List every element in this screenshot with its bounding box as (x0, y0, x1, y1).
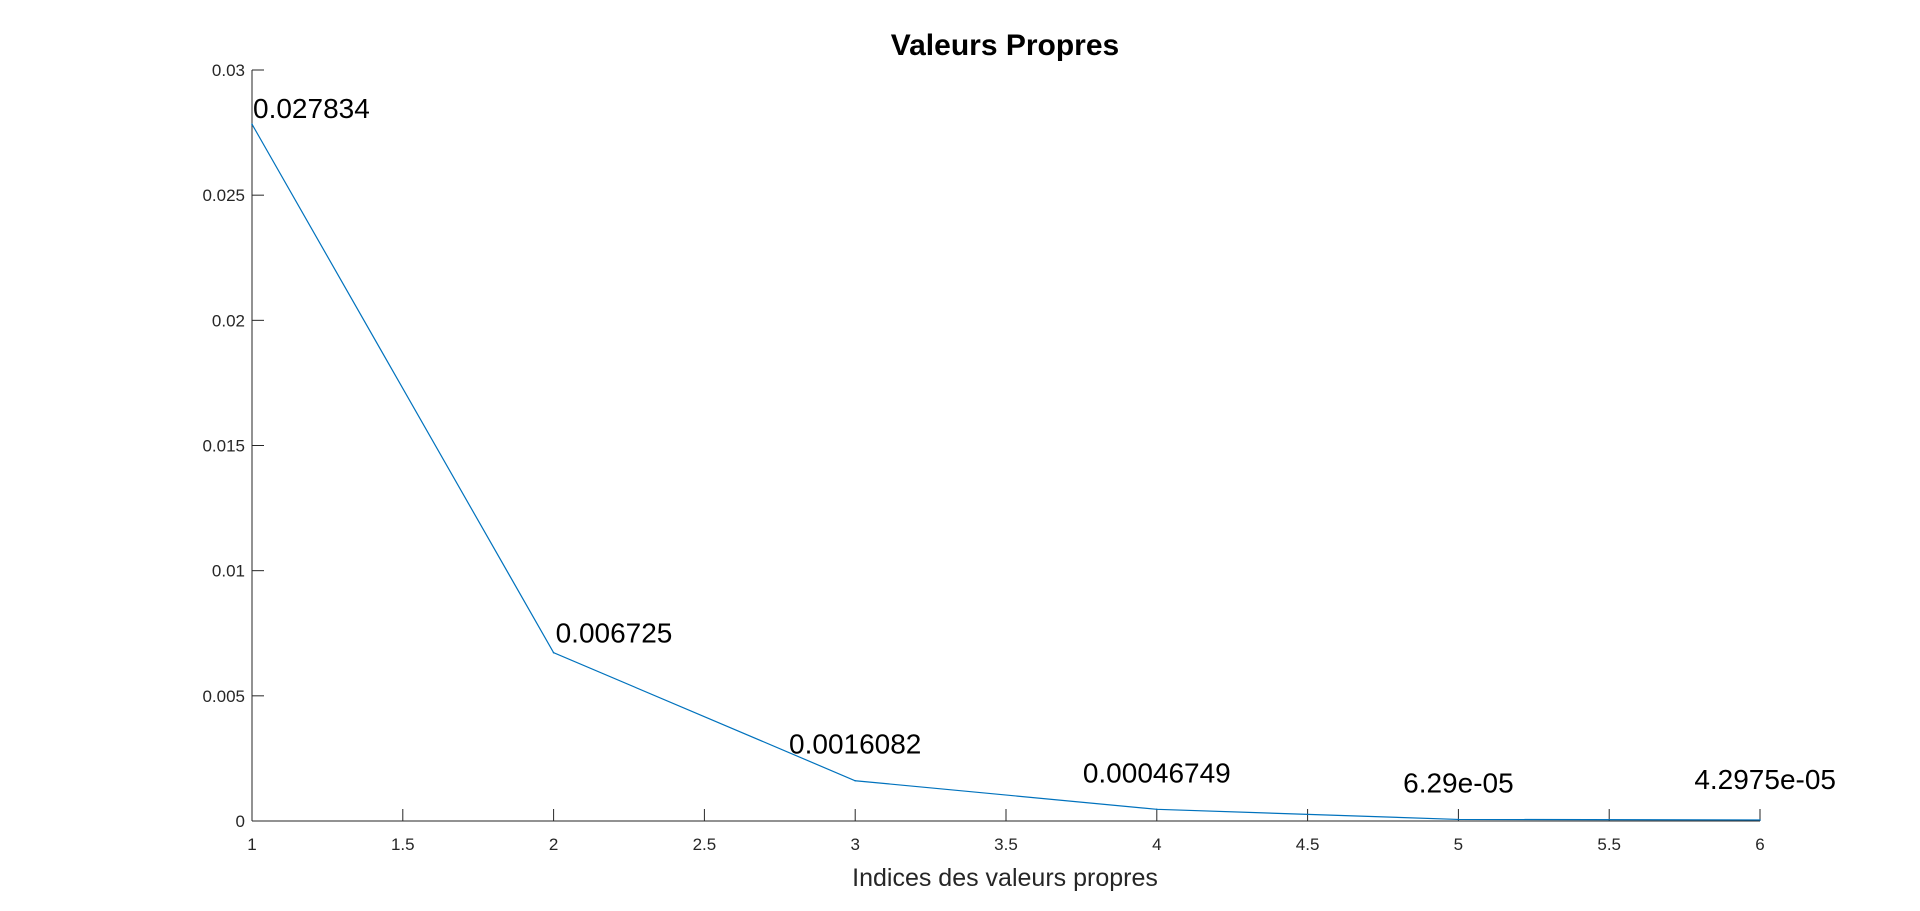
y-tick-label: 0.01 (212, 562, 245, 581)
x-tick-label: 1.5 (391, 835, 415, 854)
y-tick-label: 0 (236, 812, 245, 831)
data-point (552, 651, 555, 654)
x-axis-label: Indices des valeurs propres (852, 864, 1158, 892)
x-tick-label: 6 (1755, 835, 1764, 854)
x-tick-label: 2 (549, 835, 558, 854)
data-label: 0.0016082 (789, 729, 921, 760)
data-point (1156, 808, 1158, 811)
data-point (251, 123, 253, 126)
data-label: 4.2975e-05 (1694, 764, 1836, 795)
x-tick-label: 4 (1152, 835, 1161, 854)
data-label: 0.006725 (556, 618, 673, 649)
axes: 1 1.5 2 2.5 3 3.5 4 4.5 5 5.5 6 0 0.005 0.01 0.015 0.02… (202, 61, 1764, 854)
x-tick-label: 5 (1454, 835, 1463, 854)
chart-title: Valeurs Propres (891, 29, 1119, 62)
data-point (1759, 819, 1761, 821)
x-tick-label: 5.5 (1597, 835, 1621, 854)
x-tick-label: 3.5 (994, 835, 1018, 854)
series-line (251, 123, 1761, 821)
y-tick-label: 0.02 (212, 311, 245, 330)
data-label: 0.00046749 (1083, 757, 1231, 788)
x-tick-label: 3 (850, 835, 859, 854)
x-tick-label: 4.5 (1296, 835, 1320, 854)
data-label: 6.29e-05 (1403, 767, 1514, 798)
data-point (1457, 818, 1460, 821)
plot-area: 0.027834 0.006725 0.0016082 0.00046749 6.29e… (251, 93, 1836, 821)
y-tick-label: 0.005 (202, 687, 245, 706)
y-tick-label: 0.025 (202, 186, 245, 205)
x-tick-label: 2.5 (693, 835, 717, 854)
data-label: 0.027834 (253, 93, 370, 124)
x-tick-label: 1 (247, 835, 256, 854)
data-point (854, 779, 856, 782)
y-tick-label: 0.015 (202, 437, 245, 456)
y-tick-label: 0.03 (212, 61, 245, 80)
